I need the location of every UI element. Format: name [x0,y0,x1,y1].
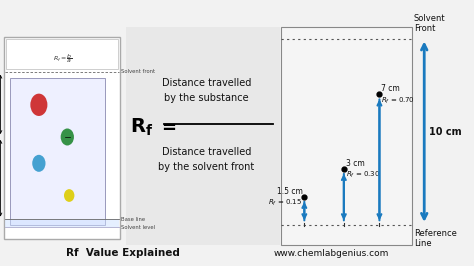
Bar [126,27,280,245]
Text: 3 cm: 3 cm [346,159,365,168]
Bar [4,37,120,239]
Text: Solvent level: Solvent level [121,225,155,230]
Ellipse shape [64,189,74,202]
Text: Solvent front: Solvent front [121,69,155,74]
Bar [281,27,412,245]
Ellipse shape [30,94,47,116]
Bar [5,219,118,227]
Text: Solvent
Front: Solvent Front [414,14,446,33]
Text: Distance travelled
by the solvent front: Distance travelled by the solvent front [158,147,255,172]
Text: Distance travelled
by the substance: Distance travelled by the substance [162,78,251,103]
Text: $R_f$ = 0.15: $R_f$ = 0.15 [268,198,302,208]
Text: 10 cm: 10 cm [429,127,462,137]
Text: Base line: Base line [121,217,145,222]
Text: $\mathbf{R_f}$: $\mathbf{R_f}$ [130,117,154,138]
Text: Rf  Value Explained: Rf Value Explained [66,248,180,258]
Bar [10,78,105,225]
Text: www.chemlabgenius.com: www.chemlabgenius.com [274,249,390,258]
Text: Reference
Line: Reference Line [414,229,456,248]
Text: =: = [161,119,176,137]
Text: $R_f$ = 0.30: $R_f$ = 0.30 [346,170,380,180]
Text: 1.5 cm: 1.5 cm [276,186,302,196]
Bar [6,39,118,69]
Text: 7 cm: 7 cm [381,84,400,93]
Text: $R_f = \dfrac{b}{a}$: $R_f = \dfrac{b}{a}$ [53,52,73,65]
Ellipse shape [61,128,74,146]
Text: $R_f$ = 0.70: $R_f$ = 0.70 [381,96,415,106]
Ellipse shape [32,155,46,172]
